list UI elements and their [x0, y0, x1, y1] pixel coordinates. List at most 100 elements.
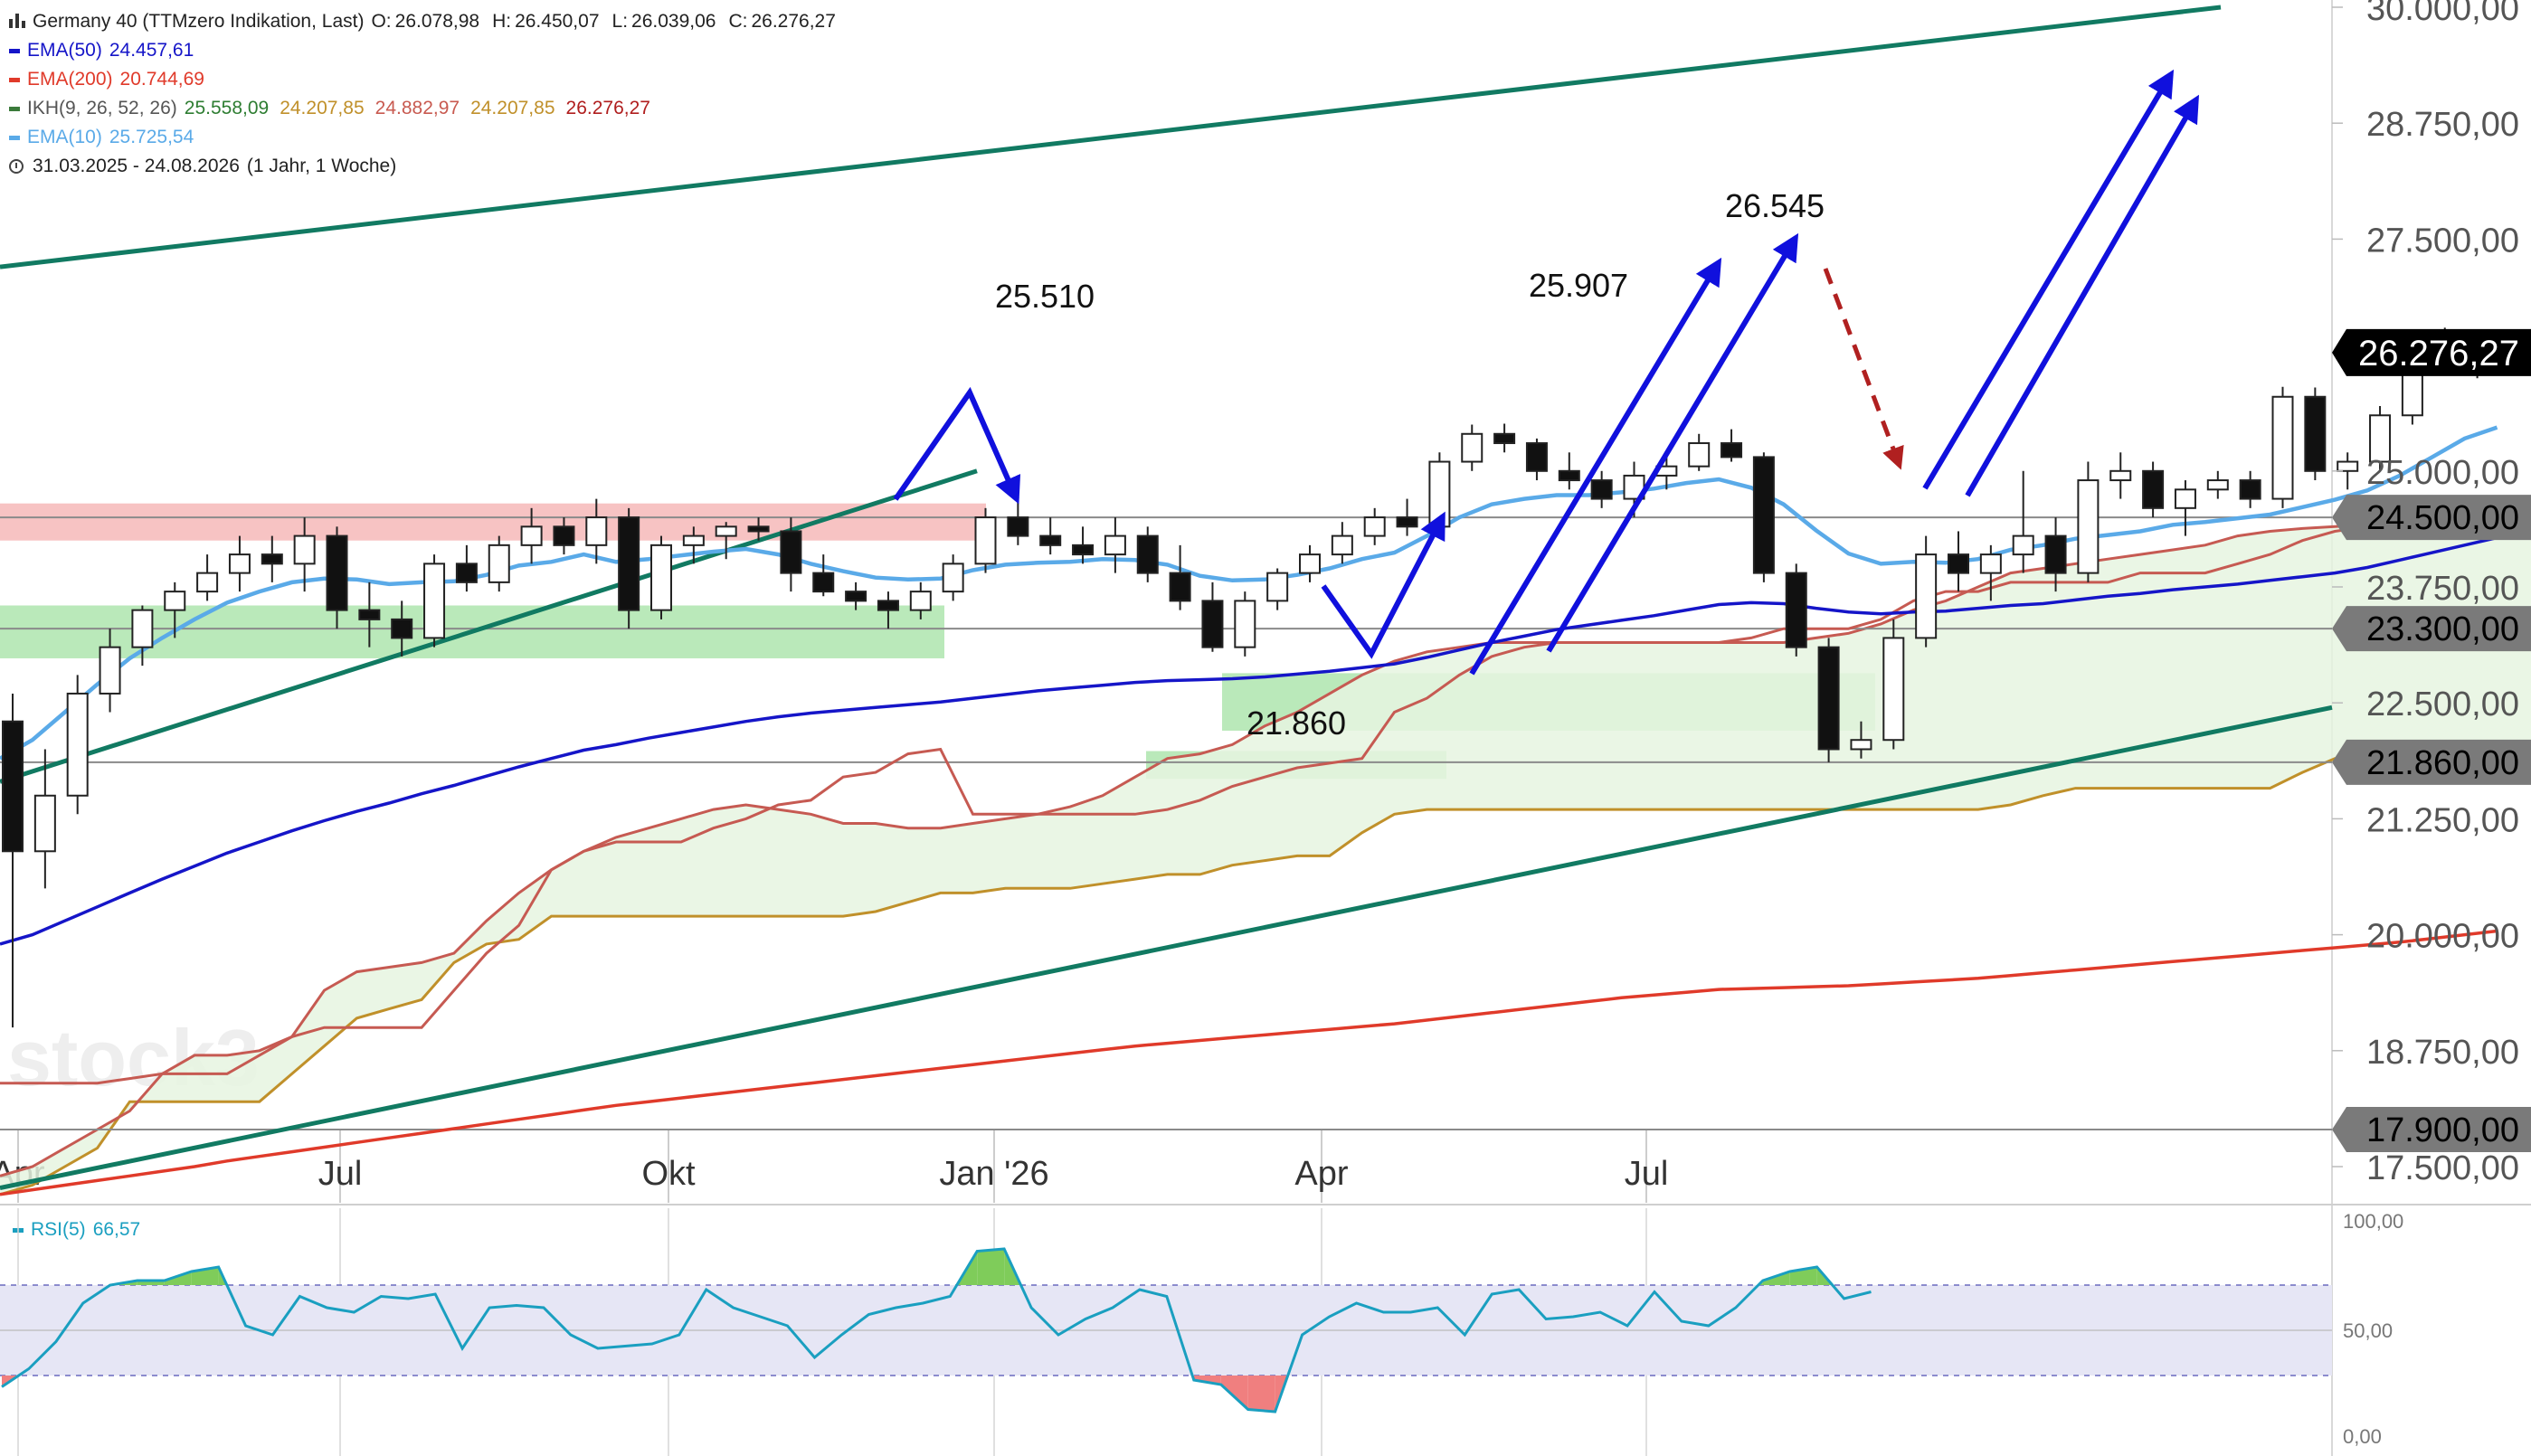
- candle-body: [1396, 516, 1418, 528]
- candle: [618, 507, 640, 629]
- candle: [2271, 386, 2294, 508]
- candle: [2044, 517, 2067, 592]
- y-tick-label: 30.000,00: [2366, 0, 2519, 28]
- candle: [650, 535, 672, 619]
- ohlc-low-value: 26.039,06: [631, 11, 716, 32]
- candle-body: [1234, 600, 1256, 648]
- y-tick-label: 21.250,00: [2366, 801, 2519, 839]
- candle: [585, 498, 608, 564]
- candle-body: [1817, 646, 1840, 751]
- candle: [1169, 544, 1191, 610]
- rsi-tick-label: 0,00: [2343, 1425, 2382, 1448]
- ichimoku-name: IKH(9, 26, 52, 26): [27, 98, 177, 118]
- candle-body: [2012, 534, 2034, 556]
- candle: [2109, 452, 2132, 499]
- candle: [2077, 461, 2100, 582]
- rsi-tick-label: 100,00: [2343, 1210, 2403, 1233]
- candle: [715, 522, 737, 560]
- candle-body: [131, 609, 154, 648]
- price-level-tag-text: 21.860,00: [2366, 744, 2519, 782]
- rsi-value: 66,57: [92, 1219, 141, 1240]
- candle: [780, 517, 802, 592]
- candle-body: [1104, 534, 1126, 556]
- instrument-title: Germany 40 (TTMzero Indikation, Last): [33, 11, 365, 32]
- candle: [1721, 429, 1743, 462]
- candle-body: [1363, 516, 1386, 537]
- channel-mid-line: [0, 468, 978, 784]
- candle-body: [1688, 442, 1711, 468]
- y-tick-label: 17.500,00: [2366, 1149, 2519, 1187]
- candle-body: [99, 646, 121, 695]
- candle: [99, 629, 121, 713]
- price-level-tag: 23.300,00: [2332, 606, 2531, 652]
- candle: [488, 535, 510, 592]
- candle-body: [618, 516, 640, 611]
- candle-body: [1525, 442, 1548, 472]
- candle: [391, 600, 413, 657]
- candle-body: [1752, 456, 1775, 574]
- candle-body: [1299, 553, 1321, 574]
- last-price-tag-text: 26.276,27: [2358, 334, 2519, 373]
- range-period: (1 Jahr, 1 Woche): [246, 156, 397, 176]
- legend-ema200[interactable]: EMA(200) 20.744,69: [0, 65, 848, 94]
- candle-body: [1072, 544, 1095, 556]
- candle-body: [942, 563, 964, 593]
- ohlc-close-value: 26.276,27: [751, 11, 836, 32]
- candle: [2174, 480, 2196, 536]
- candle: [1785, 563, 1807, 657]
- blue-trend-arrow-2: [1546, 232, 1799, 653]
- x-tick-label: Jul: [318, 1155, 363, 1193]
- candle-body: [1915, 553, 1938, 639]
- candle: [1752, 452, 1775, 582]
- candle-body: [909, 591, 932, 611]
- ema50-value: 24.457,61: [109, 40, 194, 61]
- candle-body: [2271, 395, 2294, 500]
- candle-body: [1785, 572, 1807, 648]
- ichimoku-value-3: 24.882,97: [374, 98, 460, 118]
- rsi-pane: [0, 1247, 2332, 1413]
- candle-body: [488, 544, 510, 583]
- price-level-tag: 24.500,00: [2332, 495, 2531, 541]
- candle: [164, 581, 186, 638]
- x-tick-label: Jul: [1625, 1155, 1669, 1193]
- candle-body: [1590, 479, 1613, 500]
- candle: [1331, 522, 1353, 564]
- candle: [909, 581, 932, 619]
- y-tick-label: 18.750,00: [2366, 1034, 2519, 1072]
- legend-ichimoku[interactable]: IKH(9, 26, 52, 26) 25.558,09 24.207,85 2…: [0, 94, 848, 123]
- legend-ema50[interactable]: EMA(50) 24.457,61: [0, 36, 848, 65]
- candle-body: [553, 525, 575, 546]
- candle-body: [2, 720, 24, 853]
- ichimoku-swatch: [9, 106, 20, 111]
- candle: [196, 554, 219, 601]
- candle-body: [391, 618, 413, 639]
- candle: [2337, 452, 2359, 490]
- last-price-tag-bg: [2332, 328, 2531, 376]
- candle-body: [358, 609, 381, 620]
- candle-body: [2369, 414, 2392, 463]
- blue-target-arrow-1: [1922, 69, 2175, 490]
- candle: [455, 544, 478, 592]
- ema10-swatch: [9, 135, 20, 140]
- price-level-tag-bg: [2332, 739, 2531, 785]
- candle-body: [1201, 600, 1224, 648]
- legend-range: 31.03.2025 - 24.08.2026 (1 Jahr, 1 Woche…: [0, 152, 848, 181]
- candle: [2, 693, 24, 1028]
- blue-pattern-arrow-2: [1321, 511, 1446, 659]
- candle-body: [2077, 479, 2100, 574]
- candle-body: [682, 534, 705, 546]
- last-price-tag: 26.276,27: [2332, 328, 2531, 376]
- candle: [33, 749, 56, 889]
- candle-body: [1948, 553, 1969, 574]
- candle-body: [455, 563, 478, 583]
- candle: [1688, 433, 1711, 471]
- candles: [2, 327, 2521, 1028]
- candle: [1363, 507, 1386, 545]
- candle: [66, 675, 89, 815]
- candle-body: [1558, 469, 1580, 482]
- candle: [1882, 619, 1905, 750]
- candle: [1266, 568, 1289, 610]
- candle-body: [520, 525, 543, 546]
- legend-ema10[interactable]: EMA(10) 25.725,54: [0, 123, 848, 152]
